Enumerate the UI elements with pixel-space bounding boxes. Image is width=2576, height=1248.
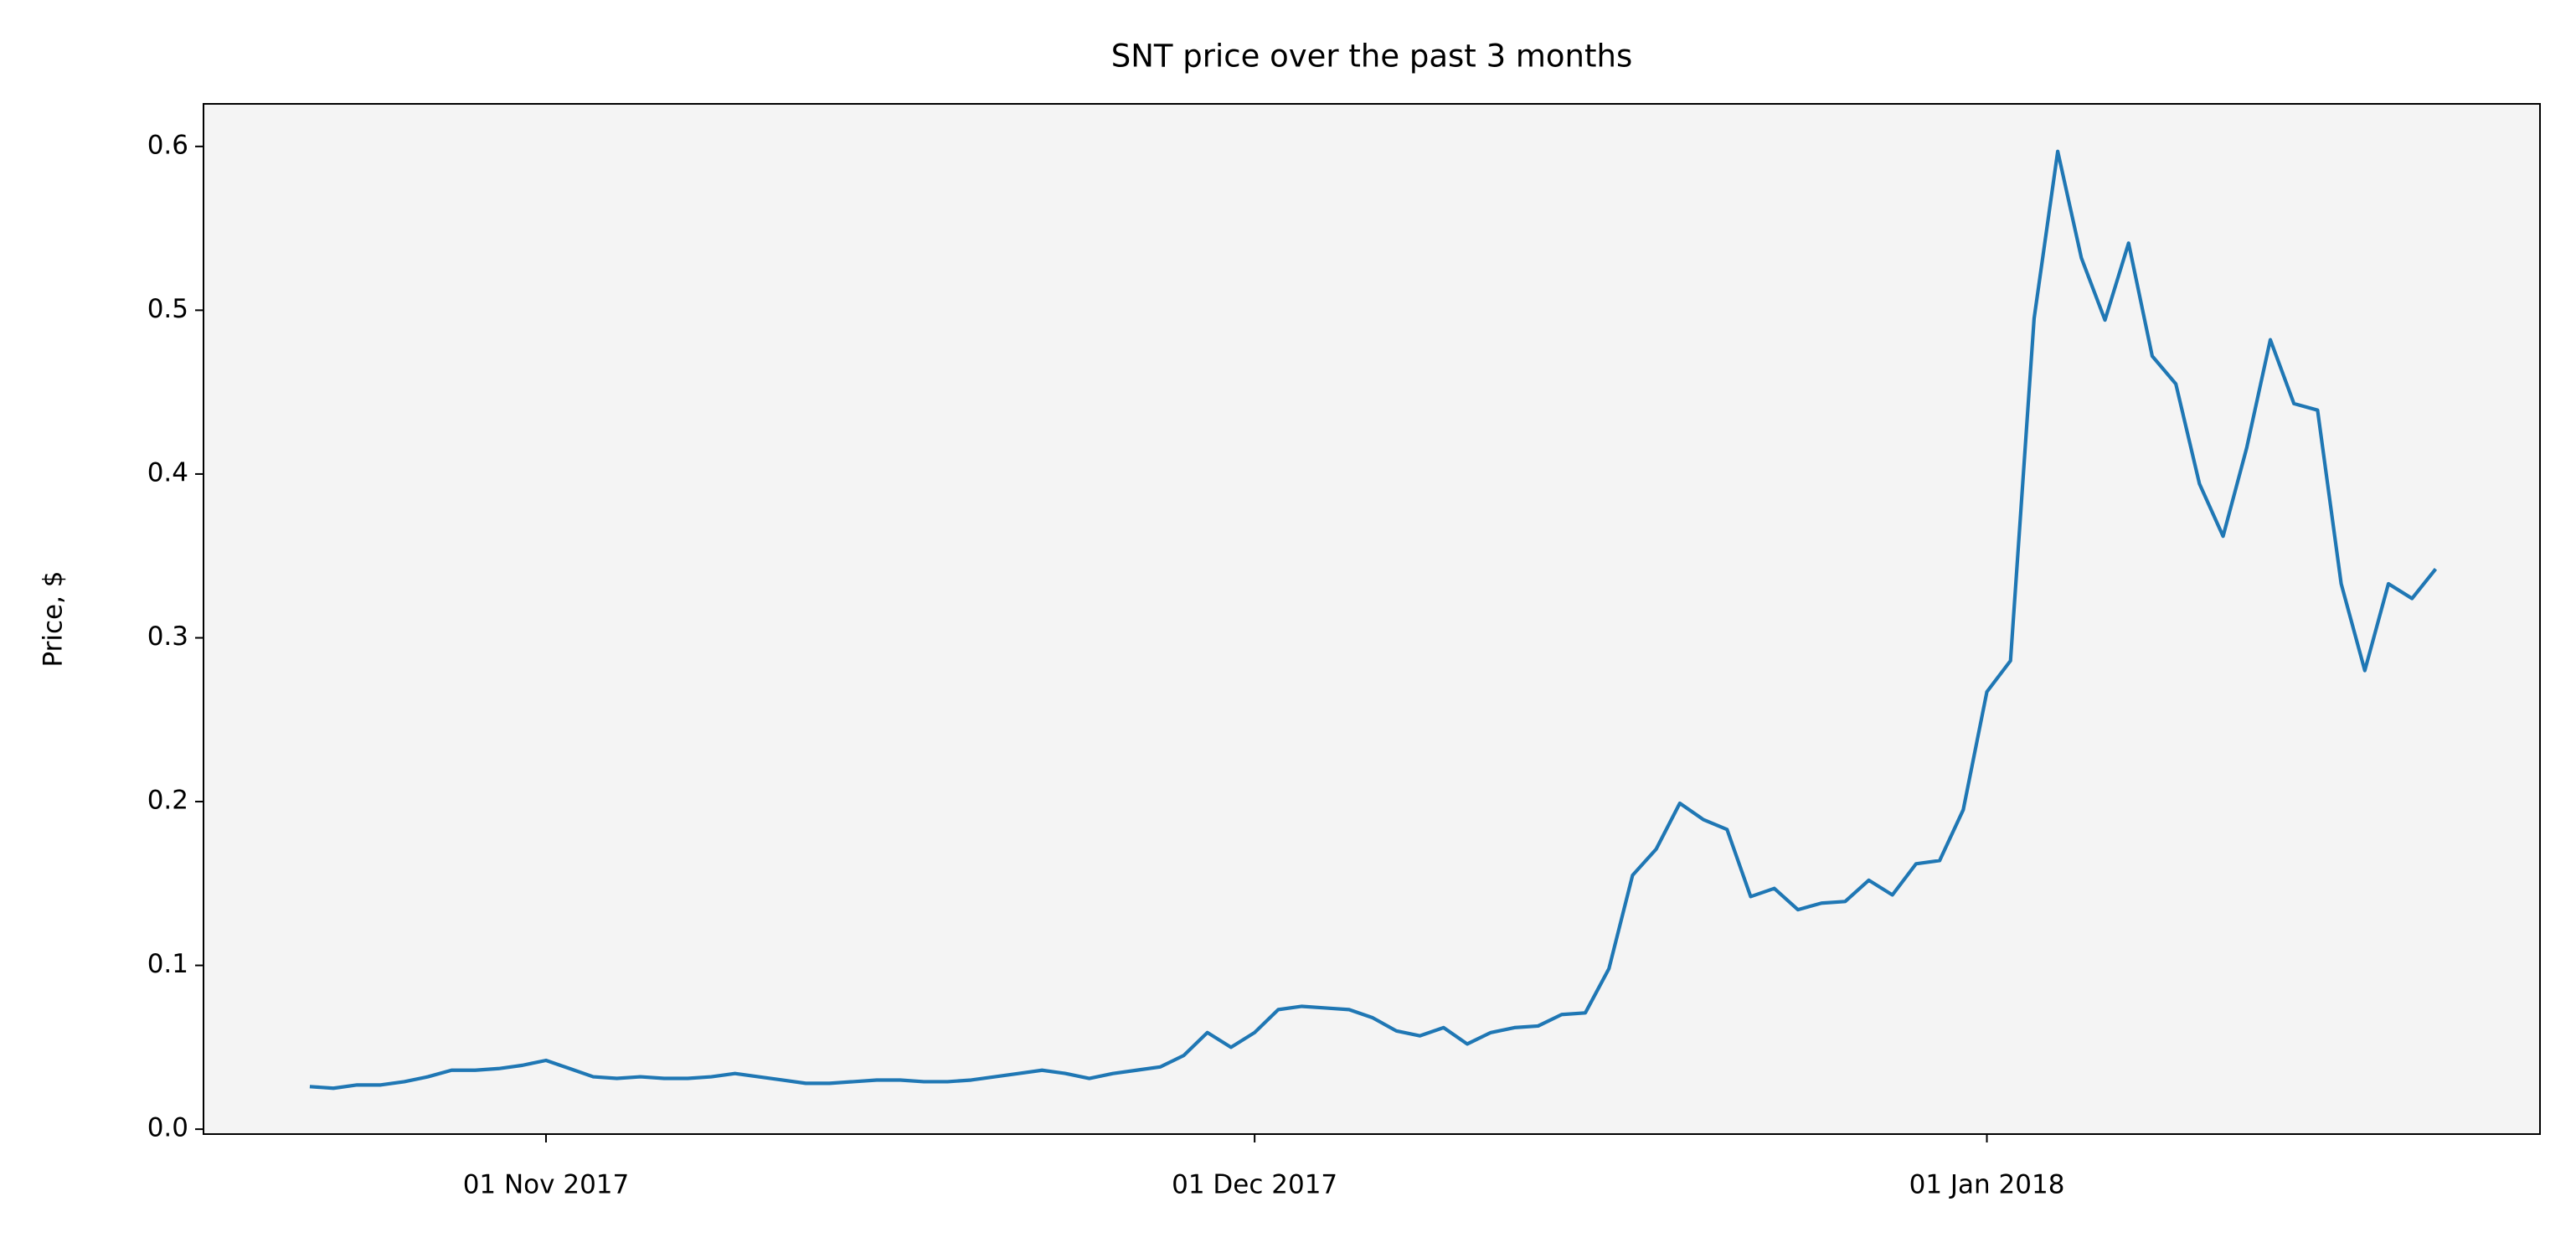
x-tick-label: 01 Dec 2017 bbox=[1172, 1170, 1337, 1200]
price-line bbox=[309, 149, 2438, 1091]
y-tick-label: 0.4 bbox=[147, 457, 188, 487]
x-tick-label: 01 Jan 2018 bbox=[1909, 1170, 2065, 1200]
y-tick-label: 0.3 bbox=[147, 621, 188, 652]
y-tick-label: 0.0 bbox=[147, 1113, 188, 1143]
plot-frame bbox=[203, 103, 2541, 1135]
y-axis-label: Price, $ bbox=[39, 570, 69, 667]
y-tick-label: 0.5 bbox=[147, 294, 188, 324]
chart-title: SNT price over the past 3 months bbox=[1111, 39, 1633, 75]
y-tick-label: 0.6 bbox=[147, 130, 188, 160]
y-tick-label: 0.1 bbox=[147, 949, 188, 979]
plot-background bbox=[204, 104, 2540, 1134]
y-tick-label: 0.2 bbox=[147, 786, 188, 816]
x-tick-label: 01 Nov 2017 bbox=[463, 1170, 630, 1200]
